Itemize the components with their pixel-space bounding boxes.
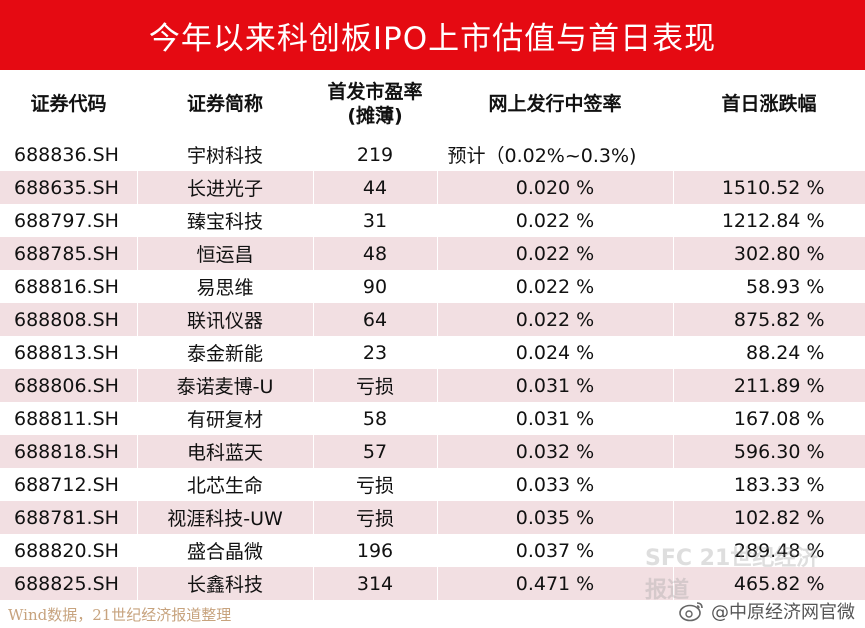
cell-code: 688818.SH [0, 435, 138, 468]
cell-pe: 314 [313, 567, 438, 600]
cell-code: 688635.SH [0, 171, 138, 204]
cell-code: 688785.SH [0, 237, 138, 270]
cell-rate: 0.022 % [437, 237, 674, 270]
cell-pe: 23 [313, 336, 438, 369]
cell-change: 211.89 % [673, 369, 865, 402]
table-row: 688806.SH 泰诺麦博-U 亏损 0.031 % 211.89 % [0, 369, 865, 402]
table-row: 688797.SH 臻宝科技 31 0.022 % 1212.84 % [0, 204, 865, 237]
header-pe: 首发市盈率 (摊薄) [313, 70, 437, 138]
cell-change: 1212.84 % [673, 204, 865, 237]
cell-code: 688806.SH [0, 369, 138, 402]
table-row: 688785.SH 恒运昌 48 0.022 % 302.80 % [0, 237, 865, 270]
weibo-handle[interactable]: @中原经济网官微 [711, 602, 855, 623]
cell-pe: 90 [313, 270, 438, 303]
cell-name: 长鑫科技 [137, 567, 314, 600]
cell-name: 宇树科技 [137, 137, 314, 171]
table-row: 688712.SH 北芯生命 亏损 0.033 % 183.33 % [0, 468, 865, 501]
cell-code: 688813.SH [0, 336, 138, 369]
table-row: 688813.SH 泰金新能 23 0.024 % 88.24 % [0, 336, 865, 369]
cell-rate: 0.022 % [437, 303, 674, 336]
weibo-icon [679, 600, 705, 622]
table-row: 688825.SH 长鑫科技 314 0.471 % 465.82 % [0, 567, 865, 600]
header-pe-line1: 首发市盈率 [327, 80, 423, 103]
cell-rate: 0.024 % [437, 336, 674, 369]
cell-pe: 48 [313, 237, 438, 270]
cell-name: 盛合晶微 [137, 534, 314, 567]
header-name: 证券简称 [137, 70, 313, 138]
cell-name: 视涯科技-UW [137, 501, 314, 534]
table-row: 688818.SH 电科蓝天 57 0.032 % 596.30 % [0, 435, 865, 468]
cell-rate: 0.020 % [437, 171, 674, 204]
cell-code: 688781.SH [0, 501, 138, 534]
cell-name: 易思维 [137, 270, 314, 303]
cell-rate: 预计（0.02%~0.3%) [437, 137, 674, 171]
cell-rate: 0.035 % [437, 501, 674, 534]
cell-name: 联讯仪器 [137, 303, 314, 336]
cell-change: 289.48 % [673, 534, 865, 567]
cell-name: 北芯生命 [137, 468, 314, 501]
cell-rate: 0.022 % [437, 270, 674, 303]
cell-rate: 0.032 % [437, 435, 674, 468]
cell-rate: 0.471 % [437, 567, 674, 600]
table-row: 688816.SH 易思维 90 0.022 % 58.93 % [0, 270, 865, 303]
cell-code: 688820.SH [0, 534, 138, 567]
header-rate: 网上发行中签率 [437, 70, 673, 138]
cell-name: 长进光子 [137, 171, 314, 204]
cell-code: 688825.SH [0, 567, 138, 600]
header-pe-line2: (摊薄) [347, 104, 403, 127]
source-note: Wind数据，21世纪经济报道整理 [8, 606, 232, 624]
cell-rate: 0.037 % [437, 534, 674, 567]
cell-pe: 44 [313, 171, 438, 204]
cell-rate: 0.022 % [437, 204, 674, 237]
cell-name: 恒运昌 [137, 237, 314, 270]
header-row: 证券代码 证券简称 首发市盈率 (摊薄) 网上发行中签率 首日涨跌幅 [0, 70, 865, 138]
cell-pe: 196 [313, 534, 438, 567]
cell-code: 688816.SH [0, 270, 138, 303]
table-row: 688808.SH 联讯仪器 64 0.022 % 875.82 % [0, 303, 865, 336]
cell-rate: 0.033 % [437, 468, 674, 501]
cell-pe: 64 [313, 303, 438, 336]
cell-pe: 亏损 [313, 468, 438, 501]
cell-code: 688712.SH [0, 468, 138, 501]
cell-name: 泰金新能 [137, 336, 314, 369]
table-row: 688635.SH 长进光子 44 0.020 % 1510.52 % [0, 171, 865, 204]
cell-rate: 0.031 % [437, 402, 674, 435]
weibo-attribution: @中原经济网官微 [679, 598, 855, 624]
cell-pe: 57 [313, 435, 438, 468]
cell-name: 臻宝科技 [137, 204, 314, 237]
cell-name: 泰诺麦博-U [137, 369, 314, 402]
table-title: 今年以来科创板IPO上市估值与首日表现 [0, 0, 865, 70]
cell-change: 465.82 % [673, 567, 865, 600]
cell-pe: 31 [313, 204, 438, 237]
cell-change: 102.82 % [673, 501, 865, 534]
table-row: 688781.SH 视涯科技-UW 亏损 0.035 % 102.82 % [0, 501, 865, 534]
table-body: 688836.SH 宇树科技 219 预计（0.02%~0.3%) 688635.SH 长… [0, 137, 865, 600]
cell-change: 58.93 % [673, 270, 865, 303]
cell-change: 183.33 % [673, 468, 865, 501]
cell-code: 688808.SH [0, 303, 138, 336]
cell-pe: 58 [313, 402, 438, 435]
cell-change: 302.80 % [673, 237, 865, 270]
table-row: 688811.SH 有研复材 58 0.031 % 167.08 % [0, 402, 865, 435]
header-code: 证券代码 [0, 70, 137, 138]
cell-change: 596.30 % [673, 435, 865, 468]
cell-code: 688811.SH [0, 402, 138, 435]
ipo-table: 证券代码 证券简称 首发市盈率 (摊薄) 网上发行中签率 首日涨跌幅 68883… [0, 70, 865, 600]
cell-change: 1510.52 % [673, 171, 865, 204]
cell-change [673, 137, 865, 171]
cell-pe: 亏损 [313, 369, 438, 402]
cell-code: 688836.SH [0, 137, 138, 171]
cell-pe: 219 [313, 137, 438, 171]
table-row: 688836.SH 宇树科技 219 预计（0.02%~0.3%) [0, 137, 865, 171]
cell-change: 88.24 % [673, 336, 865, 369]
table-row: 688820.SH 盛合晶微 196 0.037 % 289.48 % [0, 534, 865, 567]
cell-change: 167.08 % [673, 402, 865, 435]
cell-name: 电科蓝天 [137, 435, 314, 468]
cell-change: 875.82 % [673, 303, 865, 336]
cell-rate: 0.031 % [437, 369, 674, 402]
cell-name: 有研复材 [137, 402, 314, 435]
header-change: 首日涨跌幅 [673, 70, 865, 138]
cell-pe: 亏损 [313, 501, 438, 534]
cell-code: 688797.SH [0, 204, 138, 237]
